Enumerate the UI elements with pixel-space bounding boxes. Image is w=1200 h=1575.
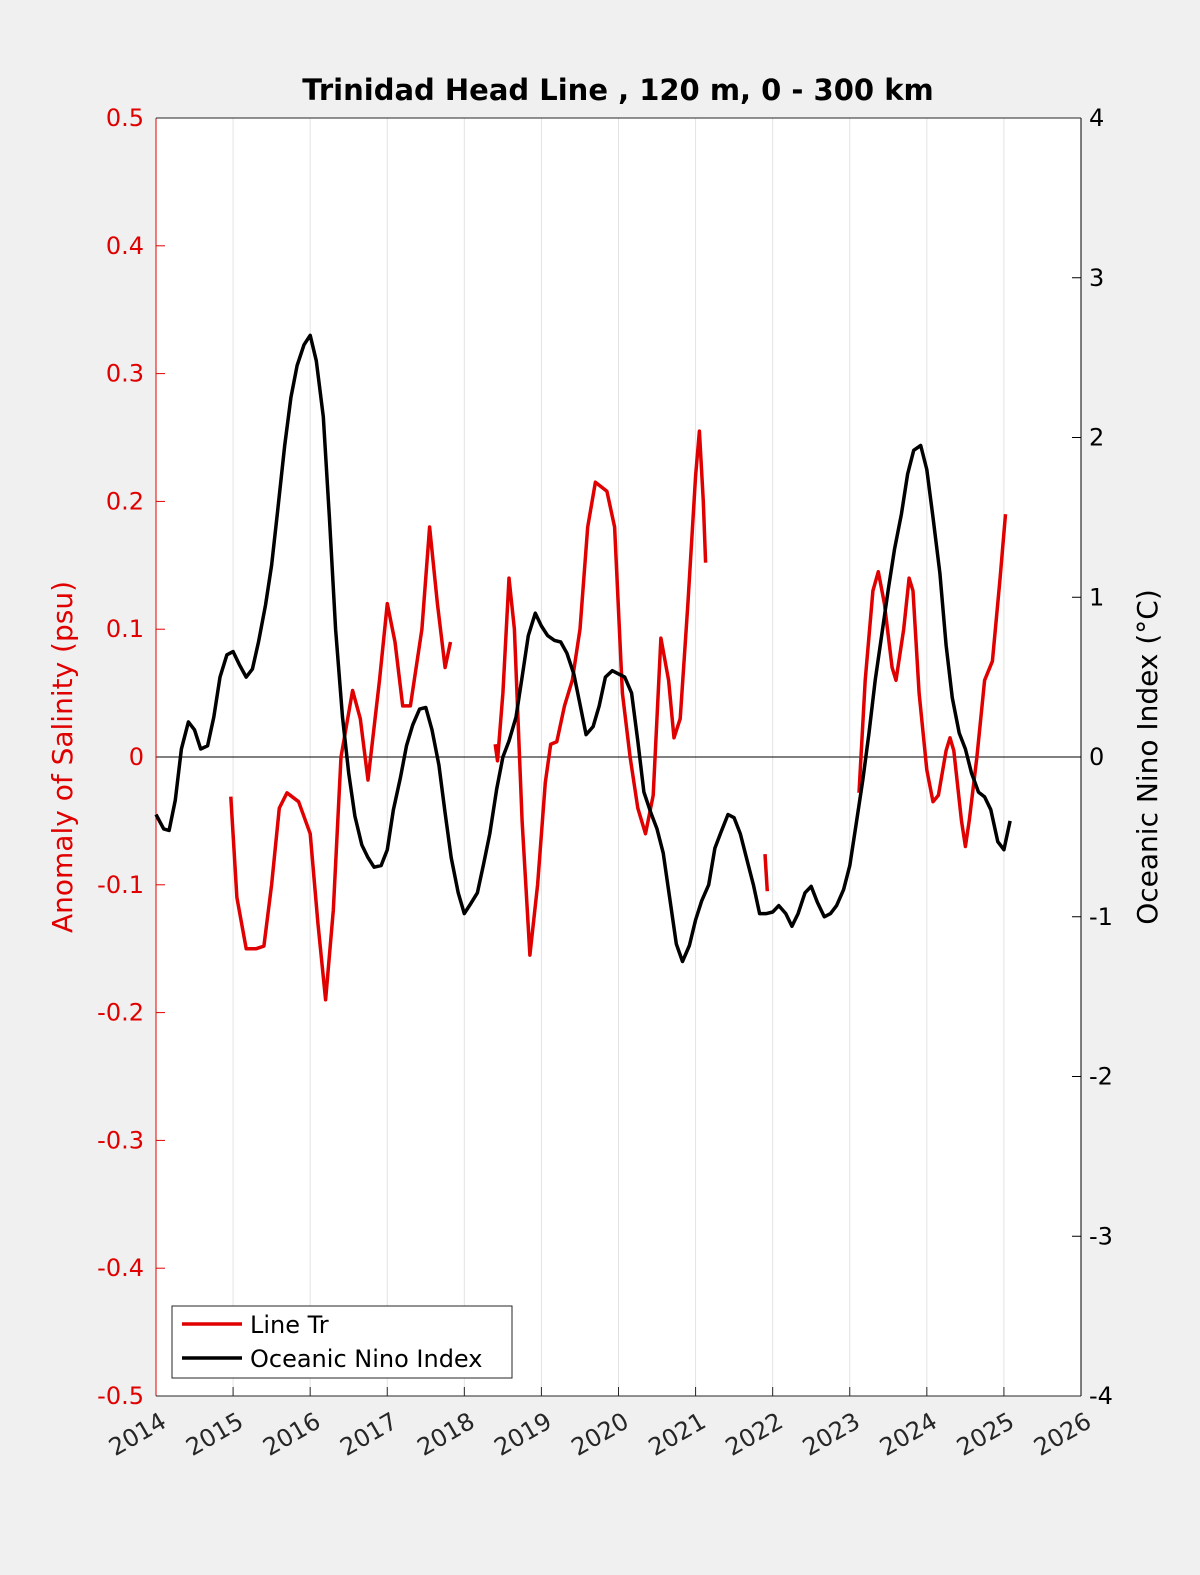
y-tick-label: 0.5	[106, 104, 144, 132]
chart-title: Trinidad Head Line , 120 m, 0 - 300 km	[302, 73, 933, 107]
x-tick-label: 2017	[335, 1407, 402, 1462]
x-tick-label: 2023	[798, 1407, 865, 1462]
y-tick-label: -0.2	[97, 999, 144, 1027]
y-tick-label: -0.3	[97, 1126, 144, 1154]
legend-label: Oceanic Nino Index	[250, 1345, 482, 1373]
x-tick-label: 2018	[412, 1407, 479, 1462]
x-tick-label: 2019	[490, 1407, 557, 1462]
y-tick-label: 0.2	[106, 487, 144, 515]
y2-tick-label: -1	[1089, 903, 1113, 931]
y-tick-label: 0.4	[106, 232, 144, 260]
y2-axis-label: Oceanic Nino Index (°C)	[1131, 589, 1164, 925]
y-tick-label: -0.4	[97, 1254, 144, 1282]
x-tick-label: 2014	[104, 1407, 171, 1462]
x-tick-label: 2016	[258, 1407, 325, 1462]
x-tick-label: 2025	[952, 1407, 1019, 1462]
y2-tick-label: 4	[1089, 104, 1104, 132]
series-line	[229, 429, 1008, 1002]
y-tick-label: 0.3	[106, 360, 144, 388]
x-tick-label: 2026	[1029, 1407, 1096, 1462]
y-axis-label: Anomaly of Salinity (psu)	[46, 581, 79, 933]
legend-box	[171, 1305, 513, 1379]
x-tick-label: 2024	[875, 1407, 942, 1462]
y2-tick-label: 3	[1089, 264, 1104, 292]
x-tick-label: 2020	[567, 1407, 634, 1462]
y-tick-label: -0.1	[97, 871, 144, 899]
y2-tick-label: 2	[1089, 424, 1104, 452]
y2-tick-label: -2	[1089, 1063, 1113, 1091]
x-tick-label: 2022	[721, 1407, 788, 1462]
y-tick-label: 0	[129, 743, 144, 771]
x-tick-label: 2021	[644, 1407, 711, 1462]
y2-tick-label: -4	[1089, 1382, 1113, 1410]
y-tick-label: -0.5	[97, 1382, 144, 1410]
y-tick-label: 0.1	[106, 615, 144, 643]
y2-tick-label: 0	[1089, 743, 1104, 771]
y2-tick-label: 1	[1089, 583, 1104, 611]
legend-label: Line Tr	[250, 1311, 329, 1339]
series-line	[154, 333, 1012, 964]
x-tick-label: 2015	[181, 1407, 248, 1462]
y2-tick-label: -3	[1089, 1222, 1113, 1250]
